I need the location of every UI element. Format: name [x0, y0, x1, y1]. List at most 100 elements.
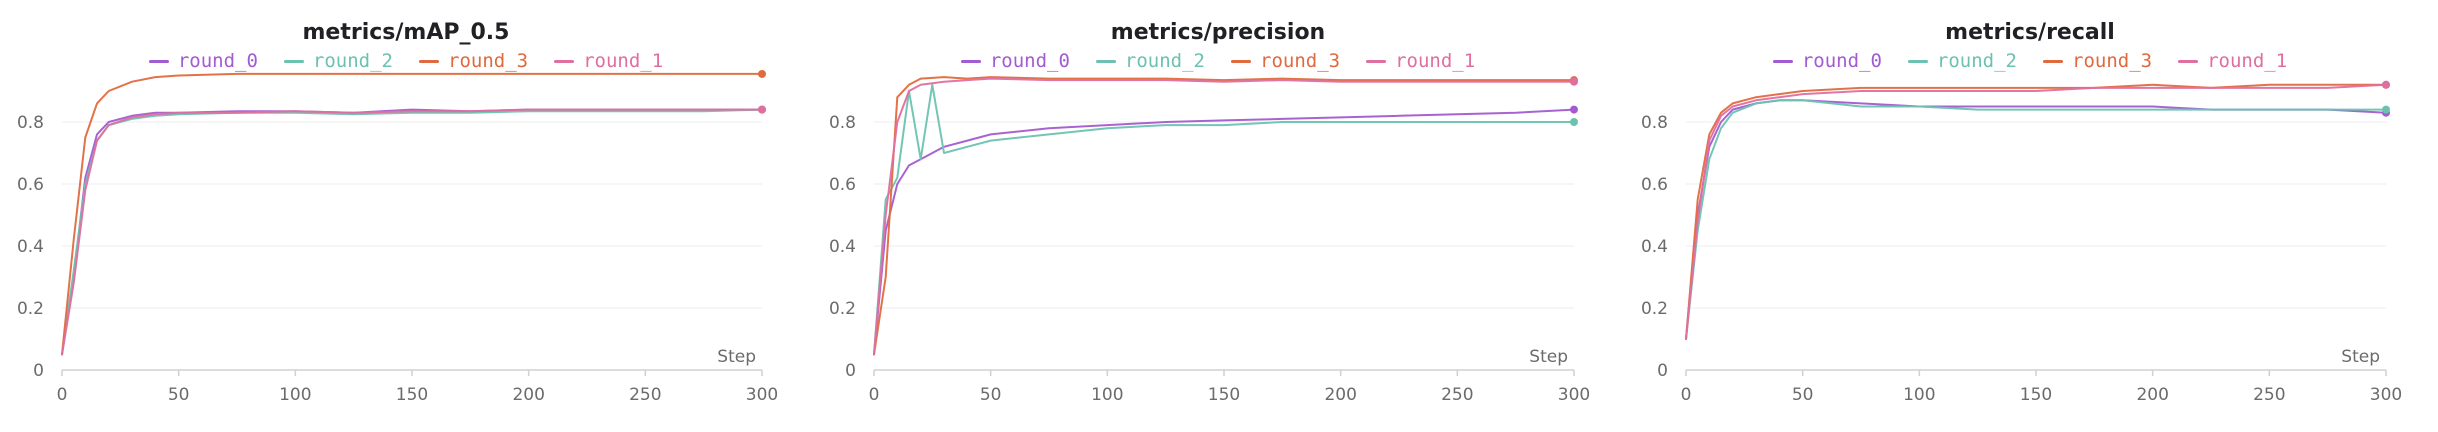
legend-item-round-1[interactable]: round_1 [2178, 50, 2287, 72]
legend-item-round-0[interactable]: round_0 [148, 50, 258, 72]
x-tick-label: 150 [2020, 385, 2052, 405]
legend-label: round_0 [989, 50, 1070, 72]
legend-swatch [960, 59, 981, 63]
series-end-point [758, 69, 766, 78]
legend-swatch [554, 59, 575, 63]
series-line-round-2 [873, 83, 1575, 356]
legend-item-round-3[interactable]: round_3 [1231, 50, 1340, 72]
x-tick-label: 0 [1681, 385, 1692, 405]
legend-label: round_1 [583, 50, 664, 72]
series-line-round-1 [1685, 83, 2387, 340]
legend-swatch [283, 59, 304, 63]
y-tick-label: 0 [845, 361, 856, 381]
chart-legend: round_0 round_2 round_3 round_1 [812, 50, 1624, 72]
x-tick-label: 50 [1792, 385, 1814, 405]
legend-swatch [2178, 59, 2199, 63]
chart-title: metrics/precision [1110, 20, 1326, 45]
chart-panel-recall: metrics/recall round_0 round_2 round_3 r… [1624, 0, 2436, 432]
legend-label: round_3 [448, 50, 529, 72]
y-tick-label: 0.8 [1641, 113, 1668, 133]
legend-item-round-1[interactable]: round_1 [554, 50, 663, 72]
series-line-round-2 [1685, 99, 2387, 340]
y-tick-label: 0 [33, 361, 44, 381]
legend-label: round_1 [2207, 50, 2288, 72]
series-line-round-2 [61, 108, 763, 356]
x-tick-label: 200 [1324, 385, 1356, 405]
legend-swatch [1095, 59, 1116, 63]
legend-item-round-2[interactable]: round_2 [1907, 50, 2017, 72]
legend-item-round-2[interactable]: round_2 [283, 50, 393, 72]
chart-legend: round_0 round_2 round_3 round_1 [0, 50, 812, 72]
x-tick-label: 150 [1208, 385, 1240, 405]
y-tick-label: 0.2 [17, 299, 44, 319]
legend-swatch [1907, 59, 1928, 63]
x-tick-label: 250 [629, 385, 661, 405]
legend-item-round-0[interactable]: round_0 [1772, 50, 1882, 72]
x-tick-label: 0 [57, 385, 68, 405]
series-end-point [1570, 105, 1578, 114]
legend-item-round-0[interactable]: round_0 [960, 50, 1070, 72]
y-tick-label: 0.6 [829, 175, 856, 195]
legend-label: round_1 [1395, 50, 1476, 72]
series-line-round-0 [61, 108, 763, 356]
x-tick-label: 50 [168, 385, 190, 405]
legend-label: round_2 [1124, 50, 1205, 72]
chart-title: metrics/recall [1945, 20, 2115, 45]
y-tick-label: 0.4 [829, 237, 856, 257]
x-tick-label: 300 [2370, 385, 2402, 405]
x-tick-label: 150 [396, 385, 428, 405]
legend-label: round_3 [2072, 50, 2153, 72]
x-tick-label: 0 [869, 385, 880, 405]
x-tick-label: 300 [746, 385, 778, 405]
legend-item-round-1[interactable]: round_1 [1366, 50, 1475, 72]
y-tick-label: 0.4 [17, 237, 44, 257]
legend-label: round_0 [1801, 50, 1882, 72]
x-tick-label: 200 [512, 385, 544, 405]
y-tick-label: 0.2 [1641, 299, 1668, 319]
x-tick-label: 250 [1441, 385, 1473, 405]
legend-swatch [148, 59, 169, 63]
x-axis-label: Step [1529, 347, 1568, 367]
series-line-round-0 [873, 108, 1575, 356]
legend-label: round_3 [1260, 50, 1341, 72]
y-tick-label: 0 [1657, 361, 1668, 381]
y-tick-label: 0.8 [17, 113, 44, 133]
chart-plot-recall[interactable]: 0 0.2 0.4 0.6 0.8 0 50 100 150 200 250 300 Step [1624, 0, 2436, 432]
series-line-round-0 [1685, 99, 2387, 340]
chart-legend: round_0 round_2 round_3 round_1 [1624, 50, 2436, 72]
legend-item-round-3[interactable]: round_3 [2043, 50, 2152, 72]
x-tick-label: 250 [2253, 385, 2285, 405]
legend-swatch [1366, 59, 1387, 63]
legend-swatch [419, 59, 439, 63]
x-tick-label: 50 [980, 385, 1002, 405]
series-end-point [758, 105, 766, 114]
legend-swatch [2043, 59, 2063, 63]
series-end-point [1570, 118, 1578, 126]
legend-label: round_0 [177, 50, 258, 72]
legend-item-round-3[interactable]: round_3 [419, 50, 528, 72]
legend-label: round_2 [312, 50, 393, 72]
chart-panel-map: metrics/mAP_0.5 round_0 round_2 round_3 … [0, 0, 812, 432]
y-tick-label: 0.6 [1641, 175, 1668, 195]
series-line-round-3 [873, 76, 1575, 356]
y-tick-label: 0.6 [17, 175, 44, 195]
series-end-point [2382, 105, 2390, 114]
x-tick-label: 100 [279, 385, 311, 405]
x-tick-label: 300 [1558, 385, 1590, 405]
x-tick-label: 100 [1903, 385, 1935, 405]
legend-swatch [1772, 59, 1793, 63]
legend-item-round-2[interactable]: round_2 [1095, 50, 1205, 72]
x-tick-label: 200 [2136, 385, 2168, 405]
series-line-round-1 [873, 77, 1575, 356]
series-line-round-3 [1685, 83, 2387, 340]
chart-plot-precision[interactable]: 0 0.2 0.4 0.6 0.8 0 50 100 150 200 250 300 Step [812, 0, 1624, 432]
y-tick-label: 0.2 [829, 299, 856, 319]
series-line-round-3 [61, 72, 763, 356]
series-line-round-1 [61, 108, 763, 356]
chart-plot-map[interactable]: 0 0.2 0.4 0.6 0.8 0 50 100 150 200 250 300 Step [0, 0, 812, 432]
series-end-point [1570, 77, 1578, 86]
legend-label: round_2 [1936, 50, 2017, 72]
x-tick-label: 100 [1091, 385, 1123, 405]
series-end-point [2382, 80, 2390, 89]
chart-title: metrics/mAP_0.5 [302, 20, 510, 45]
